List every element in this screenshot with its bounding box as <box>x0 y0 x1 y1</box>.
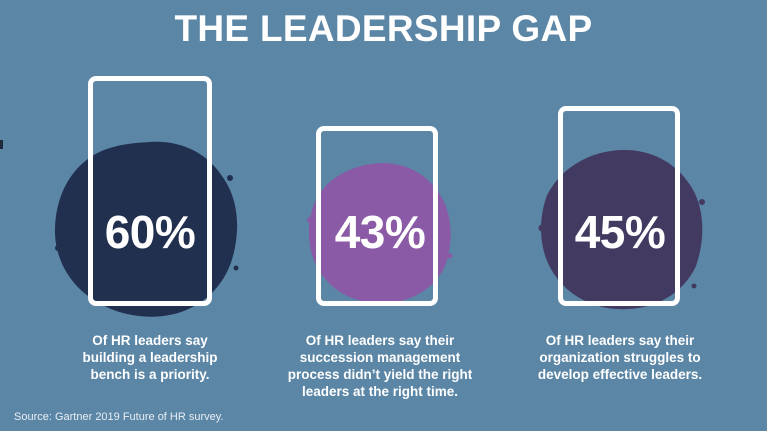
edge-mark <box>0 140 3 149</box>
caption-line: leaders at the right time. <box>301 384 459 399</box>
caption-line: Of HR leaders say their <box>545 333 695 348</box>
stat-caption-2: Of HR leaders say their succession manag… <box>270 332 490 400</box>
caption-line: building a leadership <box>82 350 218 365</box>
caption-line: organization struggles to <box>539 350 701 365</box>
paint-blob-1 <box>54 141 239 317</box>
page-title: THE LEADERSHIP GAP <box>174 8 593 49</box>
source-note: Source: Gartner 2019 Future of HR survey… <box>14 411 224 423</box>
stat-frame-1 <box>88 76 212 306</box>
caption-line: develop effective leaders. <box>537 367 703 382</box>
stat-value-2: 43% <box>334 206 426 258</box>
paint-blob-2 <box>307 163 453 304</box>
caption-line: bench is a priority. <box>90 367 210 382</box>
paint-blob-3 <box>538 149 705 310</box>
stat-value-1: 60% <box>104 206 196 258</box>
caption-line: Of HR leaders say their <box>305 333 455 348</box>
stat-value-3: 45% <box>574 206 666 258</box>
caption-line: succession management <box>299 350 461 365</box>
caption-line: Of HR leaders say <box>92 333 208 348</box>
stat-frame-3 <box>558 106 680 306</box>
stat-frame-2 <box>316 126 438 306</box>
caption-line: process didn’t yield the right <box>287 367 473 382</box>
stat-caption-1: Of HR leaders say building a leadership … <box>40 332 260 383</box>
stat-caption-3: Of HR leaders say their organization str… <box>510 332 730 383</box>
